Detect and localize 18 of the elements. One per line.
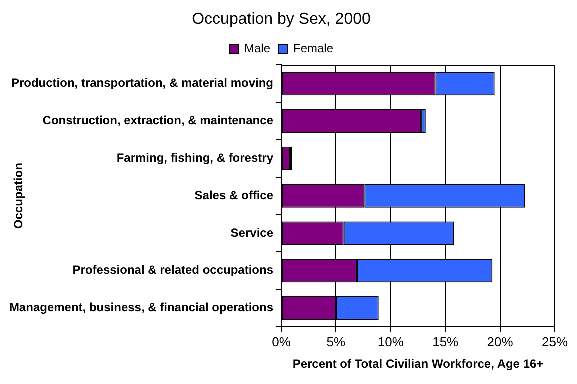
y-tick-label: Farming, fishing, & forestry — [116, 151, 274, 166]
chart-title: Occupation by Sex, 2000 — [192, 11, 371, 28]
y-tick-label: Sales & office — [194, 188, 274, 202]
x-axis-title: Percent of Total Civilian Workforce, Age 16+ — [292, 357, 544, 372]
y-tick-label: Management, business, & financial operations — [9, 300, 274, 315]
x-tick-label: 15% — [432, 334, 460, 350]
y-tick-label: Production, transportation, & material moving — [11, 76, 274, 90]
x-tick-label: 20% — [487, 334, 514, 350]
x-tick-label: 0% — [272, 334, 292, 350]
legend-label: Male — [244, 42, 271, 56]
legend-label: Female — [294, 42, 334, 56]
x-tick-label: 5% — [326, 334, 346, 350]
y-tick-label: Construction, extraction, & maintenance — [42, 114, 274, 128]
x-tick-label: 10% — [378, 334, 404, 350]
y-tick-label: Service — [230, 226, 274, 240]
x-tick-label: 25% — [542, 334, 568, 350]
y-axis-title: Occupation — [12, 163, 26, 230]
y-tick-label: Professional & related occupations — [72, 263, 274, 278]
